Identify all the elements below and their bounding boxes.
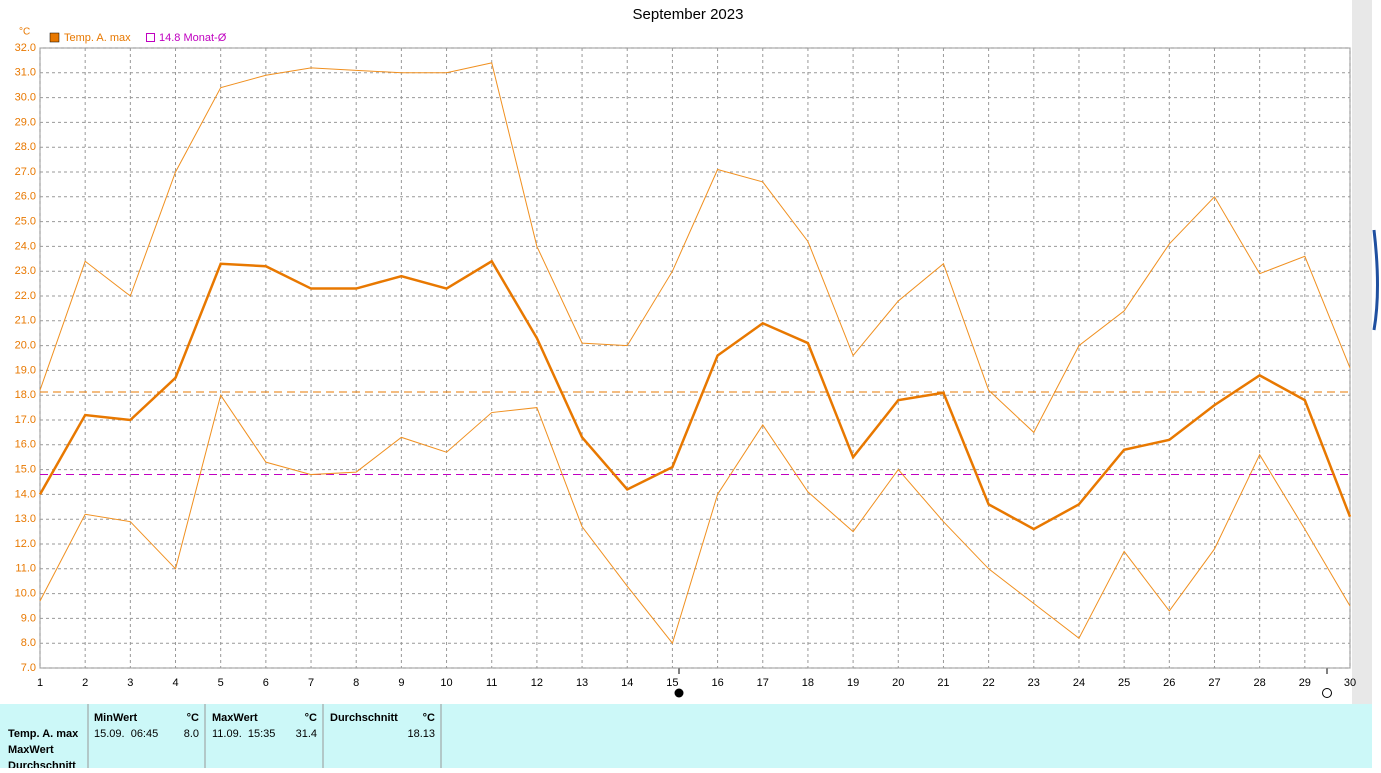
y-tick-label: 11.0: [15, 563, 36, 575]
y-tick-label: 19.0: [15, 364, 36, 376]
x-tick-label: 4: [172, 677, 178, 689]
x-tick-label: 2: [82, 677, 88, 689]
x-tick-label: 8: [353, 677, 359, 689]
y-tick-label: 25.0: [15, 216, 36, 228]
data-line: [39, 394, 1351, 645]
x-tick-label: 14: [621, 677, 633, 689]
cell: 11.09. 15:35: [212, 728, 275, 740]
row-label: Durchschnitt: [8, 760, 76, 768]
x-tick-label: 30: [1344, 677, 1356, 689]
table-header: MinWert: [94, 712, 138, 724]
moon-icon: [674, 688, 684, 698]
table-header: °C: [305, 712, 317, 724]
x-tick-label: 15: [666, 677, 678, 689]
y-tick-label: 12.0: [15, 538, 36, 550]
y-tick-label: 26.0: [15, 191, 36, 203]
moon-icon: [1322, 688, 1332, 698]
x-tick-label: 22: [982, 677, 994, 689]
data-line: [39, 62, 1351, 434]
x-tick-label: 21: [937, 677, 949, 689]
legend-label: 14.8 Monat-Ø: [159, 32, 227, 44]
y-tick-label: 15.0: [15, 464, 36, 476]
y-tick-label: 18.0: [15, 389, 36, 401]
y-tick-label: 24.0: [15, 240, 36, 252]
y-tick-label: 7.0: [21, 662, 36, 674]
x-tick-label: 23: [1028, 677, 1040, 689]
y-tick-label: 22.0: [15, 290, 36, 302]
x-tick-label: 12: [531, 677, 543, 689]
legend-swatch: [146, 33, 155, 42]
scrollbar: [1352, 0, 1372, 704]
cell: 8.0: [184, 728, 199, 740]
x-tick-label: 10: [440, 677, 452, 689]
table-header: MaxWert: [212, 712, 258, 724]
y-tick-label: 30.0: [15, 92, 36, 104]
y-tick-label: 8.0: [21, 637, 36, 649]
x-tick-label: 19: [847, 677, 859, 689]
y-tick-label: 32.0: [15, 42, 36, 54]
y-tick-label: 21.0: [15, 315, 36, 327]
row-label: Temp. A. max: [8, 728, 79, 740]
x-tick-label: 7: [308, 677, 314, 689]
y-unit: °C: [19, 27, 30, 38]
y-tick-label: 16.0: [15, 439, 36, 451]
cell: 31.4: [296, 728, 317, 740]
y-tick-label: 27.0: [15, 166, 36, 178]
table-header: °C: [187, 712, 199, 724]
y-tick-label: 29.0: [15, 116, 36, 128]
y-tick-label: 9.0: [21, 612, 36, 624]
x-tick-label: 25: [1118, 677, 1130, 689]
x-tick-label: 26: [1163, 677, 1175, 689]
legend-swatch: [49, 32, 60, 43]
x-tick-label: 17: [757, 677, 769, 689]
y-tick-label: 31.0: [15, 67, 36, 79]
data-line: [38, 259, 1352, 531]
y-tick-label: 20.0: [15, 340, 36, 352]
x-tick-label: 11: [486, 677, 497, 689]
y-tick-label: 23.0: [15, 265, 36, 277]
stats-panel: [0, 704, 1372, 768]
table-header: °C: [423, 712, 435, 724]
x-tick-label: 28: [1254, 677, 1266, 689]
cell: 18.13: [407, 728, 435, 740]
y-tick-label: 17.0: [15, 414, 36, 426]
row-label: MaxWert: [8, 744, 54, 756]
chart-title: September 2023: [633, 6, 744, 23]
y-tick-label: 14.0: [15, 488, 36, 500]
x-tick-label: 27: [1208, 677, 1220, 689]
cell: 15.09. 06:45: [94, 728, 158, 740]
x-tick-label: 5: [218, 677, 224, 689]
y-tick-label: 28.0: [15, 141, 36, 153]
x-tick-label: 1: [37, 677, 43, 689]
edge-decoration: [1372, 229, 1379, 331]
x-tick-label: 13: [576, 677, 588, 689]
x-tick-label: 9: [398, 677, 404, 689]
table-header: Durchschnitt: [330, 712, 398, 724]
x-tick-label: 18: [802, 677, 814, 689]
x-tick-label: 6: [263, 677, 269, 689]
x-tick-label: 3: [127, 677, 133, 689]
x-tick-label: 20: [892, 677, 904, 689]
legend-label: Temp. A. max: [64, 32, 131, 44]
table-lines: [87, 704, 442, 768]
plot-area: [39, 47, 1351, 669]
x-tick-label: 24: [1073, 677, 1085, 689]
x-tick-label: 29: [1299, 677, 1311, 689]
y-tick-label: 10.0: [15, 588, 36, 600]
y-tick-label: 13.0: [15, 513, 36, 525]
x-tick-label: 16: [711, 677, 723, 689]
